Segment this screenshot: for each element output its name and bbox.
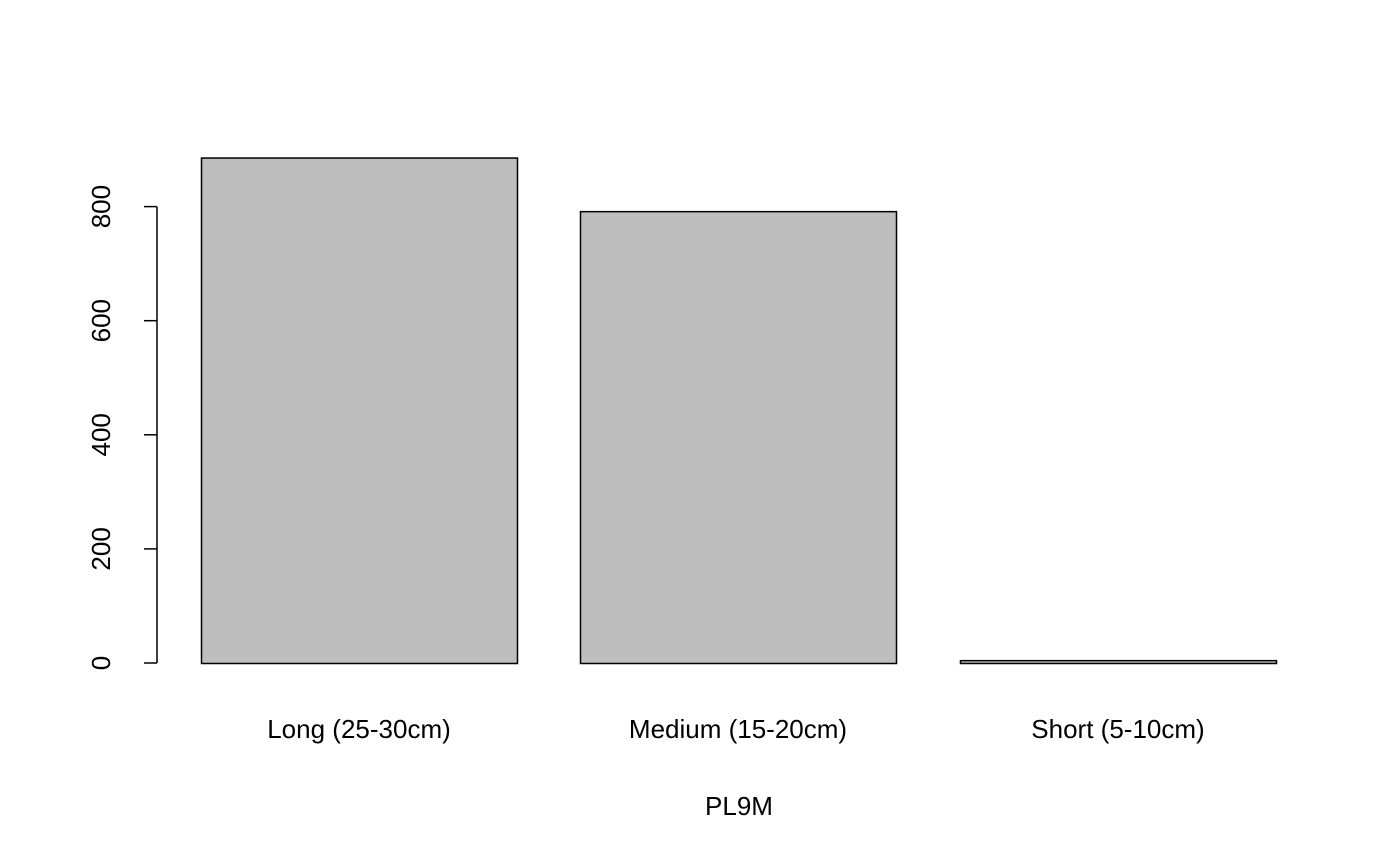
y-tick-label-400: 400 [86, 413, 116, 456]
x-category-label-2: Medium (15-20cm) [629, 714, 847, 744]
x-axis-title: PL9M [705, 791, 773, 821]
bar-3 [959, 659, 1278, 665]
y-tick-label-200: 200 [86, 527, 116, 570]
bars-group [200, 157, 1278, 665]
x-category-label-1: Long (25-30cm) [267, 714, 451, 744]
y-tick-label-0: 0 [86, 656, 116, 670]
y-tick-label-600: 600 [86, 299, 116, 342]
y-axis: 0 200 400 600 800 [86, 185, 158, 670]
bar-2 [579, 210, 898, 665]
x-category-label-3: Short (5-10cm) [1031, 714, 1204, 744]
y-tick-label-800: 800 [86, 185, 116, 228]
x-category-labels: Long (25-30cm) Medium (15-20cm) Short (5-1… [267, 714, 1204, 744]
bar-1 [200, 157, 519, 665]
